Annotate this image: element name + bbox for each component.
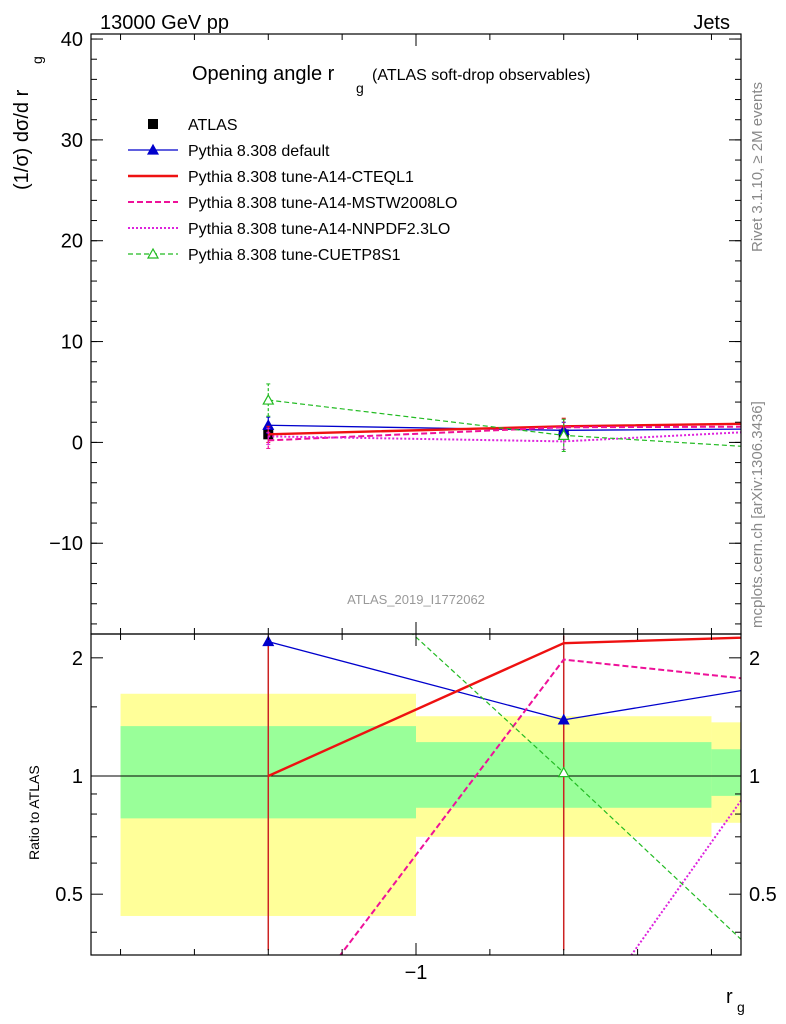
ratio-line-cteql1 (267, 636, 741, 778)
main-ylabel: (1/σ) dσ/d r (11, 89, 33, 190)
legend-marker-atlas (148, 119, 158, 129)
analysis-watermark: ATLAS_2019_I1772062 (347, 592, 485, 607)
legend-label-mstw: Pythia 8.308 tune-A14-MSTW2008LO (188, 195, 457, 212)
legend: ATLAS Pythia 8.308 default Pythia 8.308 tu… (128, 117, 457, 264)
main-ylabel-sub: g (29, 56, 45, 64)
ratio-line-default (268, 640, 741, 721)
main-plot-area (262, 383, 741, 452)
ratio-ytick-label: 2 (72, 648, 83, 670)
main-ytick-label: 0 (72, 432, 83, 454)
ratio-xlabel: r (726, 986, 733, 1008)
band-green (711, 749, 741, 796)
ratio-point-cuetp8s1 (557, 766, 570, 778)
line-mstw (268, 425, 741, 442)
ratio-ytick-label-right: 2 (749, 648, 760, 670)
plot-title-sub: g (356, 80, 364, 96)
series-mstw (266, 418, 741, 449)
ratio-ytick-label: 0.5 (55, 884, 83, 906)
ratio-ytick-label-right: 0.5 (749, 884, 777, 906)
legend-item-default: Pythia 8.308 default (128, 143, 330, 160)
series-cuetp8s1 (262, 383, 741, 452)
main-ylabel-text: (1/σ) dσ/d r (11, 89, 33, 190)
ratio-series-cuetp8s1 (411, 634, 741, 941)
line-cteql1 (268, 422, 741, 436)
header-right: Jets (693, 12, 730, 34)
ratio-ytick-label: 1 (72, 766, 83, 788)
legend-item-atlas: ATLAS (148, 117, 238, 134)
legend-marker-cuetp8s1 (146, 247, 160, 259)
plot-title-main: Opening angle r (192, 63, 335, 85)
legend-label-nnpdf: Pythia 8.308 tune-A14-NNPDF2.3LO (188, 221, 450, 238)
main-ytick-label: 30 (61, 130, 83, 152)
line-cuetp8s1 (268, 399, 741, 447)
plot-title: Opening angle r (192, 63, 335, 85)
mcplots-label: mcplots.cern.ch [arXiv:1306.3436] (749, 401, 766, 628)
legend-item-cuetp8s1: Pythia 8.308 tune-CUETP8S1 (128, 247, 401, 264)
ratio-xlabel-sub: g (737, 999, 745, 1015)
legend-marker-default (146, 143, 160, 155)
legend-item-cteql1: Pythia 8.308 tune-A14-CTEQL1 (128, 169, 414, 186)
ratio-line-mstw (339, 658, 741, 955)
ratio-ylabel: Ratio to ATLAS (26, 765, 42, 860)
legend-label-cteql1: Pythia 8.308 tune-A14-CTEQL1 (188, 169, 414, 186)
ratio-point-default (262, 635, 275, 647)
point-cuetp8s1 (262, 393, 275, 405)
legend-label-cuetp8s1: Pythia 8.308 tune-CUETP8S1 (188, 247, 401, 264)
ratio-plot-area (91, 634, 741, 955)
legend-label-default: Pythia 8.308 default (188, 143, 330, 160)
rivet-label: Rivet 3.1.10, ≥ 2M events (749, 82, 766, 252)
main-ytick-label: −10 (49, 533, 83, 555)
ratio-point-default (557, 713, 570, 725)
main-ytick-label: 10 (61, 332, 83, 354)
header-left: 13000 GeV pp (100, 12, 229, 34)
legend-label-atlas: ATLAS (188, 117, 238, 134)
main-ytick-label: 40 (61, 29, 83, 51)
ratio-ytick-label-right: 1 (749, 766, 760, 788)
legend-item-mstw: Pythia 8.308 tune-A14-MSTW2008LO (128, 195, 457, 212)
ratio-series-mstw (339, 658, 741, 955)
point-cuetp8s1 (557, 429, 570, 440)
main-ytick-label: 20 (61, 231, 83, 253)
legend-item-nnpdf: Pythia 8.308 tune-A14-NNPDF2.3LO (128, 221, 450, 238)
plot-title-suffix: (ATLAS soft-drop observables) (372, 67, 590, 84)
ratio-series-default (262, 635, 741, 725)
ratio-xtick-label: −1 (405, 962, 428, 984)
ratio-series-cteql1 (267, 636, 741, 778)
